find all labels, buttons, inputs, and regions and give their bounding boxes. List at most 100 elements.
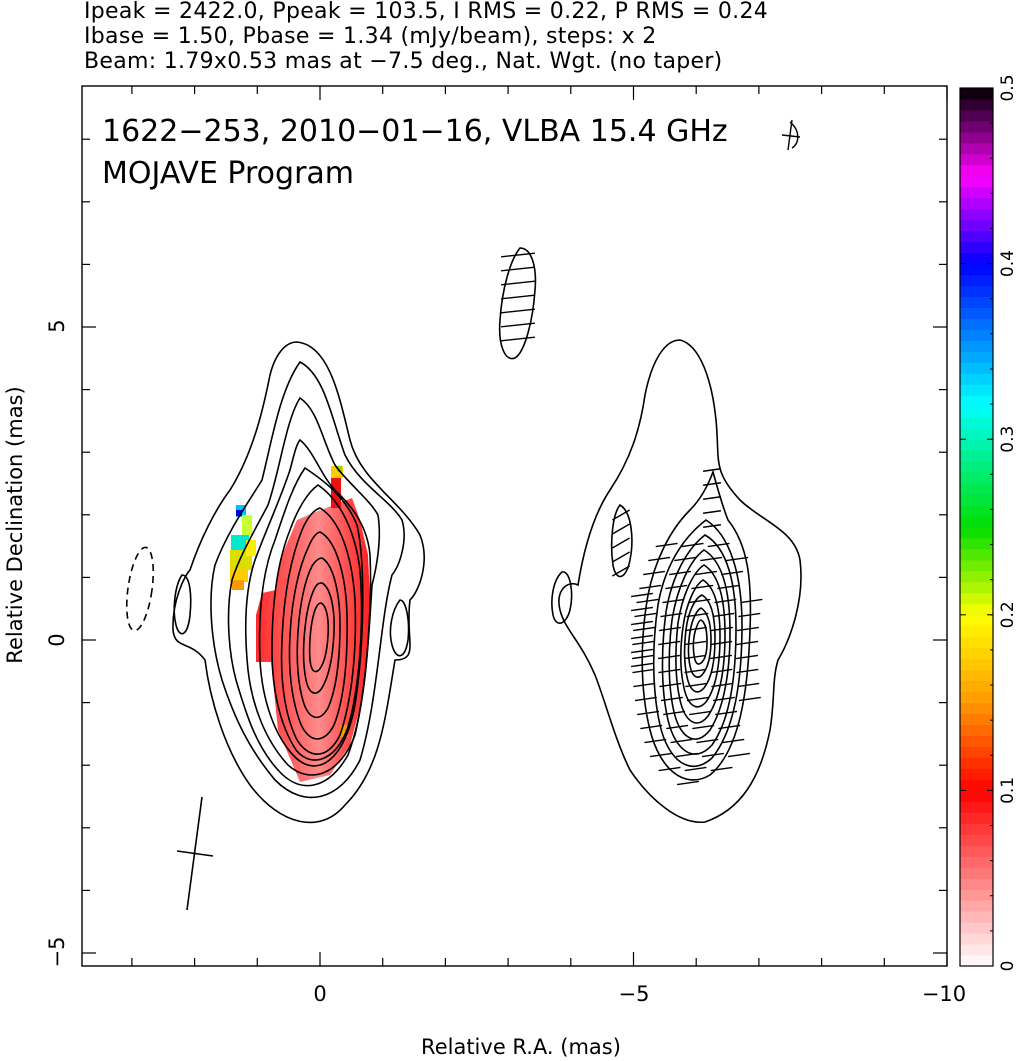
- colorbar-swatch: [960, 516, 993, 528]
- colorbar-swatch: [960, 746, 993, 758]
- colorbar-swatch: [960, 505, 993, 517]
- contour-right-4: [661, 534, 737, 755]
- evpa-vectors: [501, 252, 763, 786]
- evpa-tick: [686, 696, 709, 702]
- colorbar-swatch: [960, 384, 993, 396]
- colorbar-swatch: [960, 691, 993, 704]
- evpa-tick: [696, 738, 719, 744]
- evpa-tick: [643, 570, 666, 576]
- contour-left-5: [258, 466, 364, 767]
- jet-polarization-pixel: [337, 466, 342, 472]
- colorbar-swatch: [960, 329, 993, 341]
- evpa-tick: [710, 668, 733, 674]
- evpa-tick: [726, 556, 749, 562]
- colorbar-swatch: [960, 263, 993, 276]
- source-title: 1622−253, 2010−01−16, VLBA 15.4 GHz: [102, 114, 728, 149]
- evpa-tick: [684, 626, 707, 632]
- colorbar-swatch: [960, 801, 993, 813]
- evpa-tick: [663, 710, 686, 716]
- evpa-tick: [688, 598, 711, 604]
- colorbar-swatch: [960, 186, 993, 199]
- contour-right-9: [687, 607, 712, 678]
- knot-polarization-pixel: [232, 580, 244, 590]
- evpa-tick: [691, 584, 714, 590]
- colorbar-swatch: [960, 274, 993, 287]
- evpa-tick: [738, 612, 761, 618]
- colorbar-swatch: [960, 494, 993, 506]
- contour-left-6: [271, 484, 363, 761]
- evpa-tick: [611, 565, 631, 577]
- evpa-tick: [501, 294, 535, 300]
- colorbar-swatch: [960, 230, 993, 243]
- evpa-tick: [632, 626, 655, 632]
- colorbar-swatch: [960, 779, 993, 791]
- evpa-tick: [658, 626, 681, 632]
- colorbar-swatch: [960, 406, 993, 418]
- contour-right-outer: [558, 339, 802, 823]
- contour-left-outer: [172, 341, 425, 824]
- y-axis-label: Relative Declination (mas): [3, 386, 27, 663]
- colorbar-tick-label: 0.4: [998, 250, 1018, 277]
- contour-left-lobe: [389, 599, 410, 657]
- x-axis-label: Relative R.A. (mas): [421, 1035, 621, 1059]
- evpa-tick: [501, 266, 535, 272]
- colorbar-swatch: [960, 757, 993, 769]
- colorbar-swatch: [960, 197, 993, 210]
- evpa-tick: [728, 752, 750, 758]
- colorbar-swatch: [960, 164, 993, 177]
- small-cross-marker: [781, 119, 801, 151]
- evpa-tick: [718, 724, 741, 730]
- evpa-tick: [665, 584, 688, 590]
- colorbar-swatch: [960, 109, 993, 122]
- knot-polarization-pixel: [231, 535, 249, 550]
- total-intensity-contours: [125, 247, 802, 824]
- contour-right-jet-blob: [498, 247, 537, 360]
- x-tick-label-1: −5: [619, 982, 650, 1006]
- contour-right-8: [683, 594, 716, 693]
- colorbar-swatch: [960, 581, 993, 594]
- colorbar-swatch: [960, 867, 993, 879]
- evpa-tick: [702, 524, 722, 528]
- evpa-tick: [633, 682, 656, 688]
- evpa-tick: [631, 634, 653, 640]
- colorbar-swatch: [960, 669, 993, 682]
- contour-left-3: [227, 396, 381, 787]
- evpa-tick: [710, 766, 733, 772]
- colorbar-swatch: [960, 735, 993, 747]
- evpa-tick: [631, 662, 653, 668]
- evpa-tick: [722, 738, 745, 744]
- evpa-tick: [501, 322, 535, 328]
- evpa-tick: [710, 626, 733, 632]
- evpa-tick: [669, 570, 692, 576]
- evpa-tick: [681, 542, 704, 548]
- colorbar-swatch: [960, 768, 993, 780]
- evpa-tick: [736, 654, 758, 660]
- evpa-tick: [736, 640, 759, 646]
- contour-right-7: [680, 579, 721, 708]
- evpa-tick: [632, 640, 655, 646]
- colorbar-swatch: [960, 944, 993, 956]
- evpa-tick: [639, 584, 662, 590]
- evpa-tick: [658, 640, 681, 646]
- evpa-tick: [711, 682, 734, 688]
- colorbar-swatch: [960, 834, 993, 846]
- evpa-tick: [714, 598, 737, 604]
- colorbar-tick-label: 0: [998, 961, 1018, 972]
- y-tick-label-0: 0: [45, 633, 69, 646]
- colorbar-swatch: [960, 318, 993, 330]
- evpa-tick: [631, 620, 653, 626]
- header-beam-line: Beam: 1.79x0.53 mas at −7.5 deg., Nat. W…: [84, 49, 723, 74]
- colorbar-swatch: [960, 856, 993, 868]
- evpa-tick: [686, 612, 709, 618]
- colorbar-swatch: [960, 570, 993, 583]
- contour-right-2: [641, 469, 752, 781]
- colorbar-swatch: [960, 296, 993, 308]
- colorbar-swatch: [960, 537, 993, 550]
- evpa-tick: [501, 252, 535, 258]
- colorbar-ticks: [960, 87, 993, 967]
- header-stats-line: Ipeak = 2422.0, Ppeak = 103.5, I RMS = 0…: [84, 0, 769, 24]
- colorbar-swatch: [960, 153, 993, 166]
- evpa-tick: [676, 752, 698, 758]
- evpa-tick: [684, 654, 706, 660]
